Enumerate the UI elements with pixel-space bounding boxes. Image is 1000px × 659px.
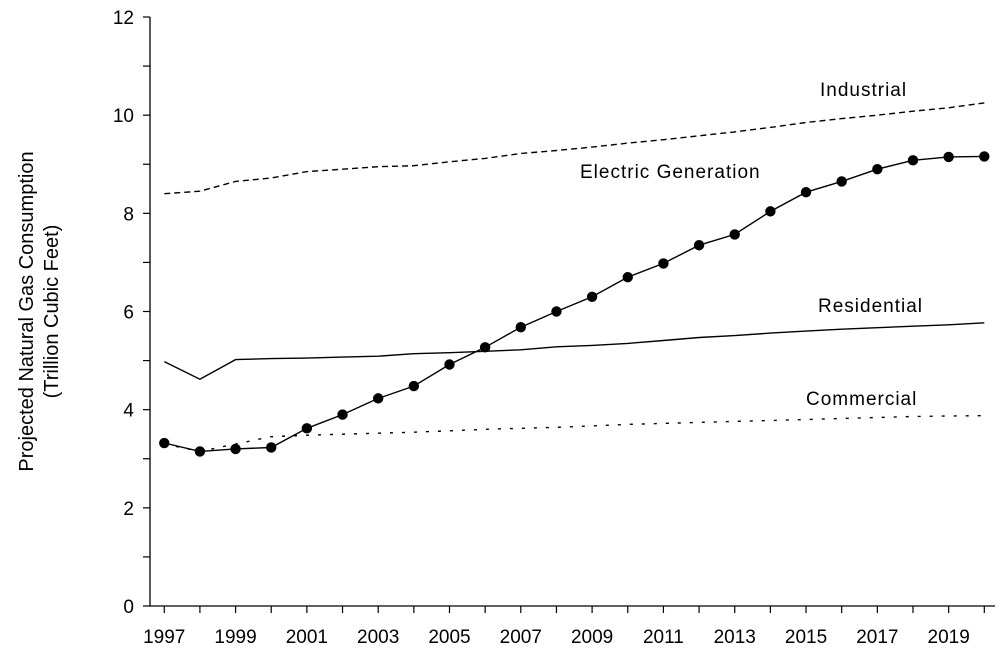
data-point (907, 155, 919, 166)
x-tick-label: 2005 (428, 627, 470, 648)
data-point (658, 258, 669, 269)
y-tick-label: 4 (123, 401, 134, 422)
x-tick-label: 2001 (286, 627, 328, 648)
y-axis-title: Projected Natural Gas Consumption (Trilli… (16, 151, 63, 471)
x-tick-label: 1999 (214, 627, 256, 648)
series-line-electric-generation (164, 155, 985, 453)
x-tick-label: 2009 (571, 627, 613, 648)
series-label-industrial: Industrial (820, 80, 907, 101)
data-point (551, 306, 562, 317)
axis-ticks: 0 2 4 6 8 10 12 1997 1999 2001 2003 2005 2007 2009 201… (113, 8, 985, 648)
data-point (266, 442, 277, 453)
y-tick-label: 0 (123, 597, 134, 618)
x-tick-label: 2013 (714, 627, 756, 648)
series-label-electric-generation: Electric Generation (580, 162, 761, 183)
data-point (515, 322, 527, 333)
data-point (693, 240, 705, 251)
y-tick-label: 10 (113, 106, 134, 127)
data-point (479, 342, 491, 353)
data-point (230, 443, 241, 455)
series-label-residential: Residential (818, 296, 923, 317)
data-point (194, 446, 206, 457)
y-axis-title-line: (Trillion Cubic Feet) (41, 225, 63, 399)
data-point (979, 151, 990, 162)
y-axis-title-line: Projected Natural Gas Consumption (16, 151, 38, 471)
data-point (943, 151, 954, 163)
series-line-industrial (164, 102, 985, 195)
x-tick-label: 2015 (785, 627, 827, 648)
data-point (765, 206, 776, 217)
data-point (800, 187, 812, 198)
data-point (408, 380, 420, 392)
data-point (337, 409, 348, 420)
series-line-commercial (164, 414, 985, 453)
x-tick-label: 2007 (500, 627, 542, 648)
series-labels: Industrial Electric Generation Residential… (580, 80, 923, 410)
x-tick-label: 2017 (856, 627, 898, 648)
data-point (622, 271, 633, 283)
y-tick-label: 2 (123, 499, 134, 520)
series-line-residential (163, 322, 985, 380)
series-lines (163, 102, 985, 453)
x-tick-label: 2003 (357, 627, 399, 648)
data-point (836, 176, 847, 187)
data-point (444, 359, 455, 370)
data-point (586, 291, 598, 302)
data-point (301, 423, 313, 434)
data-point (872, 163, 883, 175)
y-tick-label: 8 (123, 204, 134, 225)
y-tick-label: 12 (113, 8, 134, 29)
x-tick-label: 1997 (143, 627, 185, 648)
data-point (159, 437, 170, 449)
data-point (372, 393, 384, 404)
series-markers (159, 151, 990, 457)
x-tick-label: 2019 (928, 627, 970, 648)
series-label-commercial: Commercial (806, 389, 917, 410)
data-point (729, 229, 740, 240)
x-tick-label: 2011 (643, 627, 684, 648)
y-tick-label: 6 (123, 303, 134, 324)
